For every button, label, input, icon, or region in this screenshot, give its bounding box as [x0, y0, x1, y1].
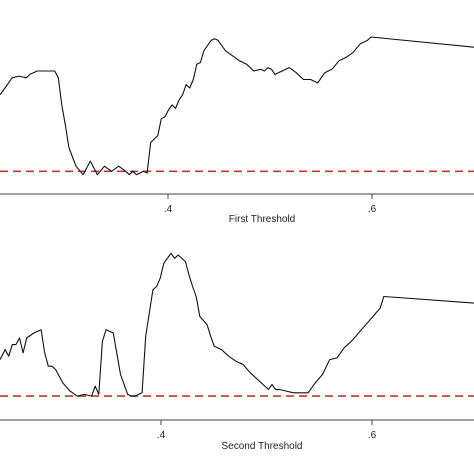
- second-threshold-tick-label-0: .4: [157, 430, 166, 441]
- second-threshold-x-axis-title: Second Threshold: [222, 441, 303, 452]
- second-threshold-series-line: [0, 252, 474, 397]
- first-threshold-tick-label-1: .6: [368, 204, 377, 215]
- first-threshold-tick-label-0: .4: [164, 204, 173, 215]
- first-threshold-panel: .4 .6 First Threshold: [0, 36, 474, 225]
- second-threshold-panel: .4 .6 Second Threshold: [0, 252, 474, 452]
- first-threshold-series-line: [0, 36, 474, 176]
- first-threshold-x-axis-title: First Threshold: [229, 214, 296, 225]
- second-threshold-tick-label-1: .6: [368, 430, 377, 441]
